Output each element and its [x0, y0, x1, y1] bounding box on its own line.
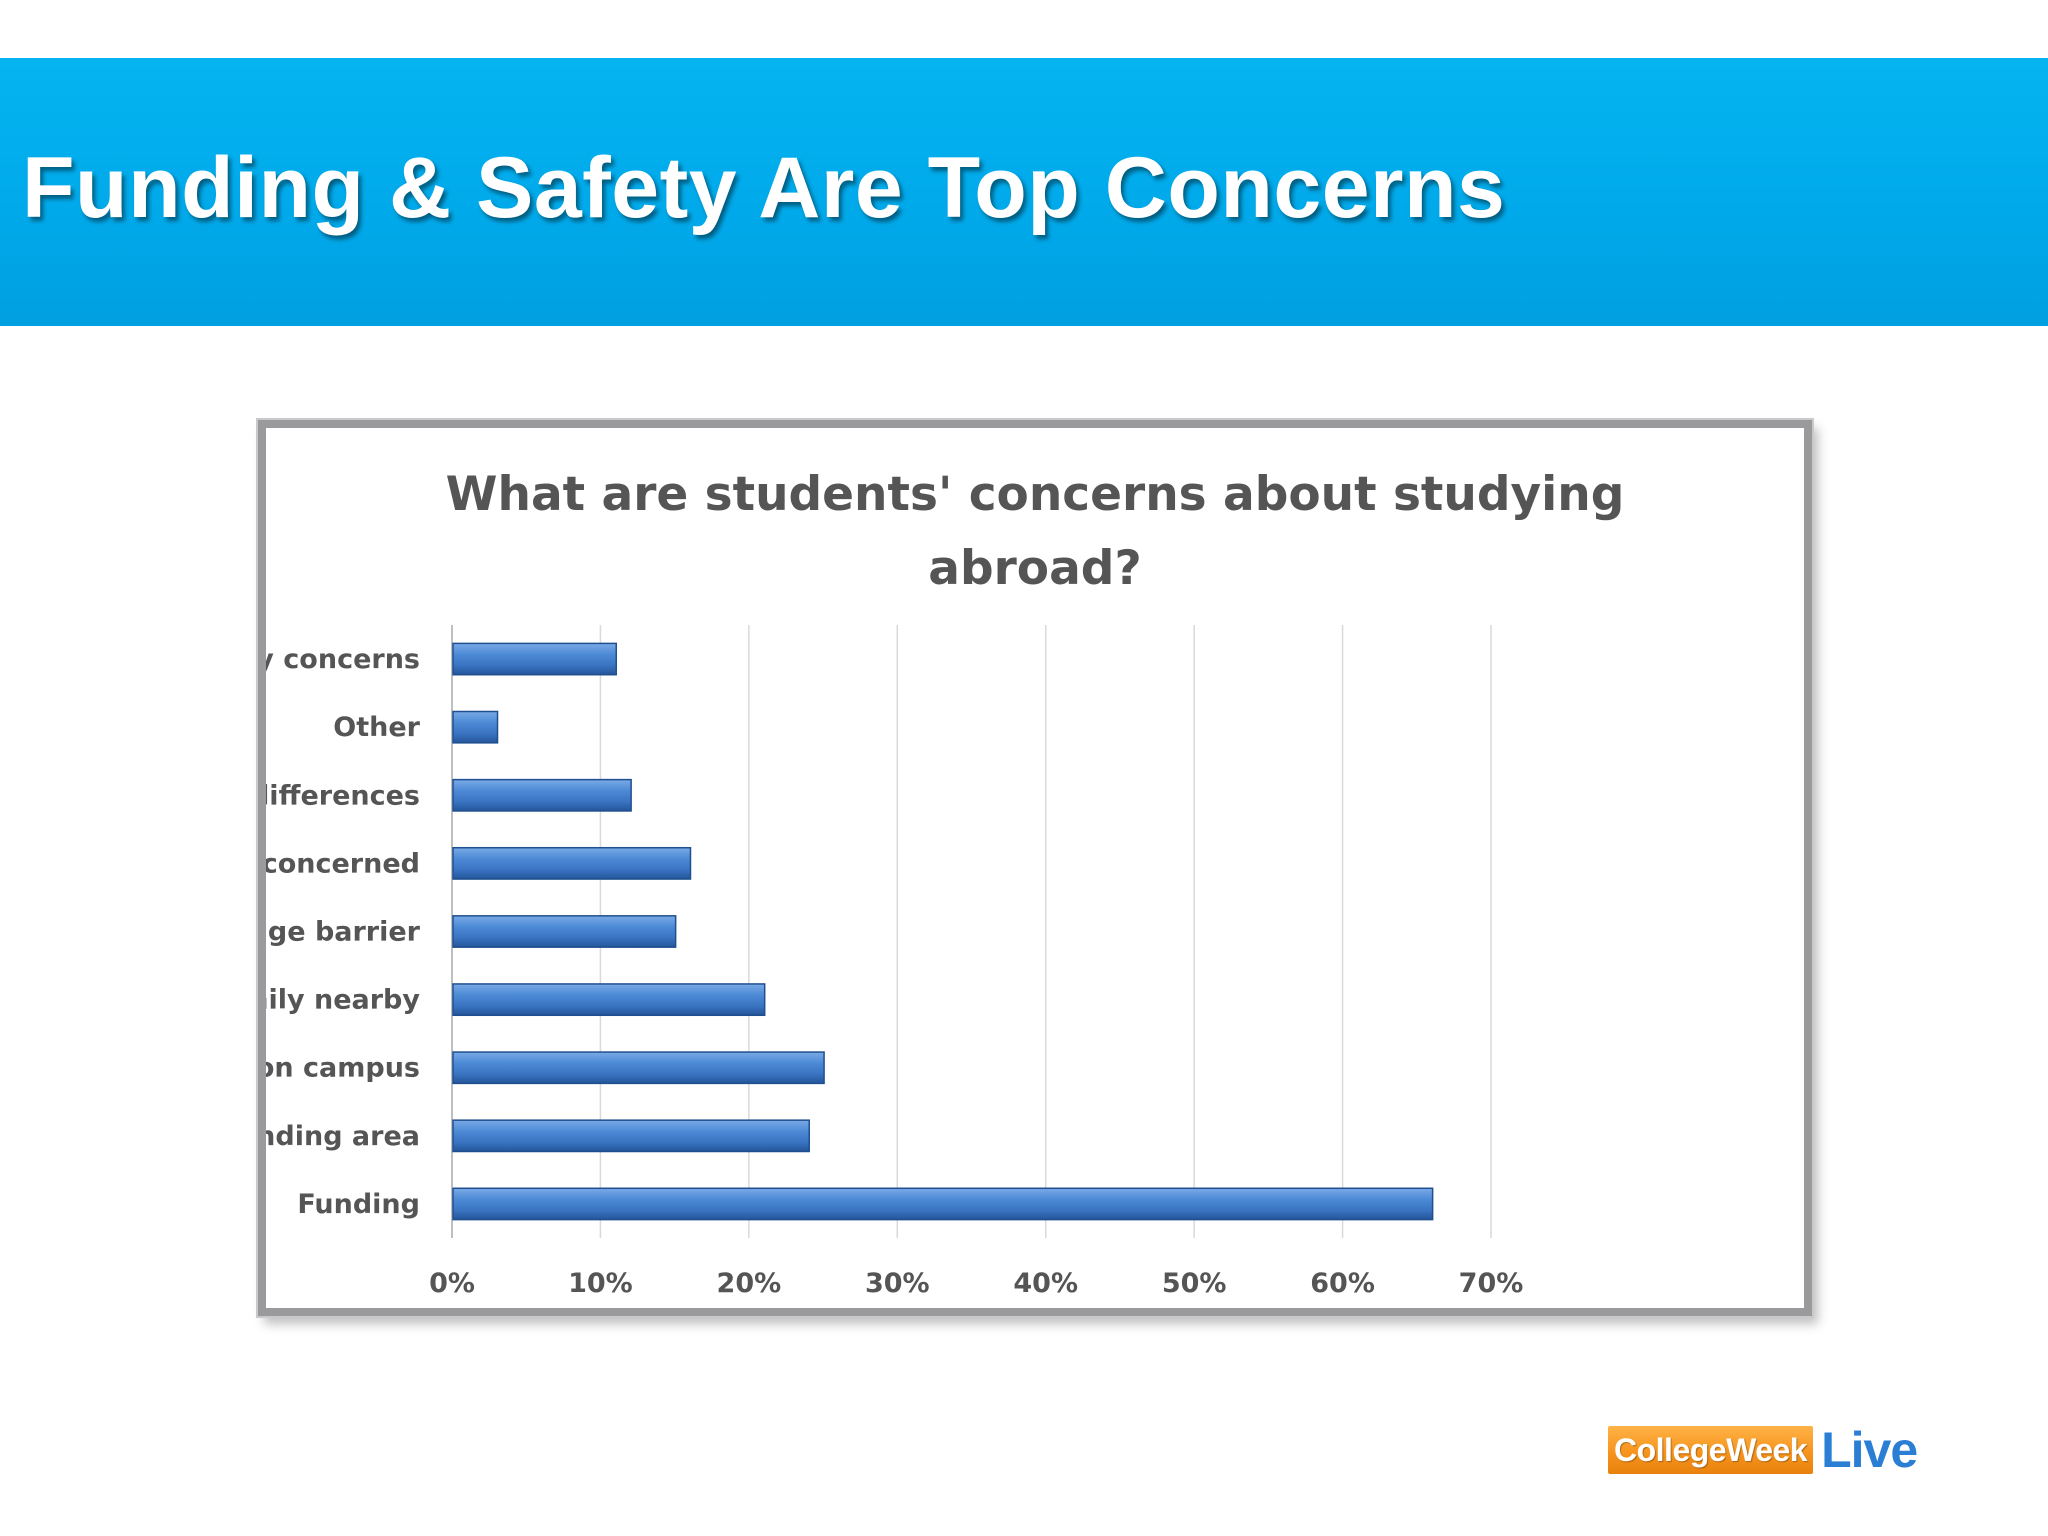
- logo-text-live: Live: [1821, 1422, 1918, 1478]
- x-tick-label: 10%: [568, 1268, 633, 1299]
- x-axis-tick-labels: 0% 10% 20% 30% 40% 50% 60% 70%: [429, 1268, 1523, 1299]
- category-labels: I don't have any concerns Other Cultural d…: [266, 644, 421, 1220]
- bar-language-barrier: [452, 915, 677, 948]
- x-tick-label: 70%: [1459, 1268, 1524, 1299]
- category-label: Safety in surrounding area: [266, 1121, 420, 1152]
- bar-funding: [452, 1187, 1434, 1221]
- bar-other: [452, 710, 499, 744]
- category-label: Language barrier: [266, 917, 421, 948]
- bar-cultural-differences: [452, 778, 632, 812]
- chart-title-line-1: What are students' concerns about studyi…: [445, 467, 1625, 522]
- bar-safety-on-campus: [452, 1051, 825, 1085]
- title-banner: [0, 58, 2048, 326]
- x-tick-label: 40%: [1013, 1268, 1078, 1299]
- grid-layer: [451, 625, 1492, 1238]
- collegeweek-live-logo: CollegeWeek Live: [1608, 1422, 1918, 1478]
- category-label: Safety on campus: [266, 1053, 420, 1084]
- category-label: Cultural differences: [266, 780, 420, 811]
- bar-my-parents-are-concerned: [452, 846, 692, 880]
- x-tick-label: 60%: [1310, 1268, 1375, 1299]
- category-label: Other: [333, 712, 420, 743]
- category-label: Funding: [297, 1189, 420, 1220]
- slide-title: Funding & Safety Are Top Concerns: [22, 140, 1506, 236]
- category-label: I don't have any concerns: [266, 644, 420, 675]
- x-tick-label: 0%: [429, 1268, 475, 1299]
- bar-i-don-t-have-any-concerns: [452, 642, 618, 676]
- chart-title: What are students' concerns about studyi…: [266, 458, 1804, 606]
- chart-frame: What are students' concerns about studyi…: [258, 420, 1812, 1316]
- logo-text-collegeweek: CollegeWeek: [1608, 1426, 1814, 1474]
- x-tick-label: 20%: [717, 1268, 782, 1299]
- bar-no-friends-or-family-nearby: [452, 983, 766, 1017]
- category-label: No friends or family nearby: [266, 985, 420, 1016]
- chart-title-line-2: abroad?: [928, 541, 1142, 596]
- category-label: My parents are concerned: [266, 848, 420, 879]
- bar-safety-in-surrounding-area: [452, 1119, 810, 1153]
- x-tick-label: 30%: [865, 1268, 930, 1299]
- bar-chart: I don't have any concerns Other Cultural d…: [266, 625, 1523, 1299]
- x-tick-label: 50%: [1162, 1268, 1227, 1299]
- bar-layer: [452, 642, 1434, 1221]
